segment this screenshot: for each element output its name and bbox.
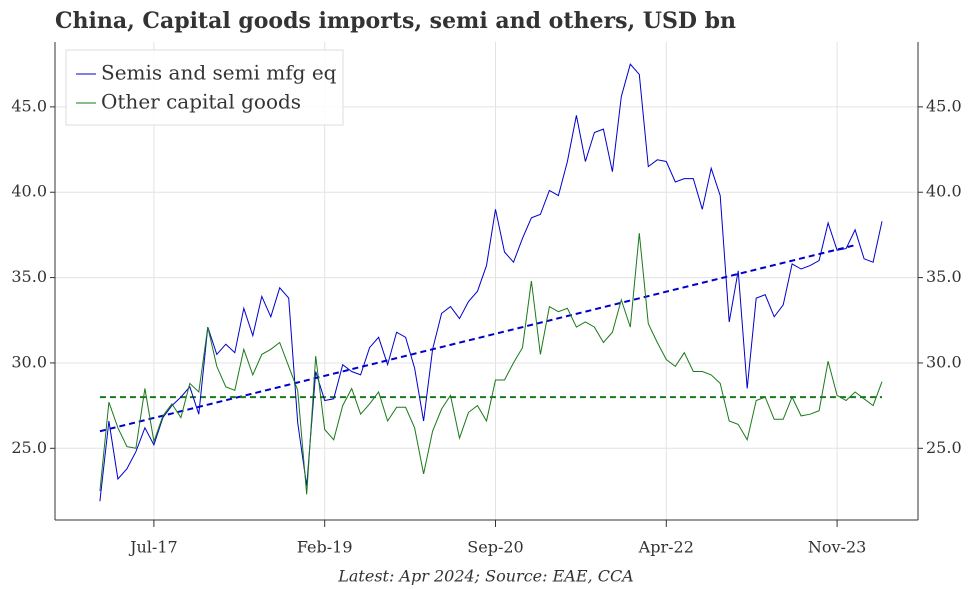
y-tick-label: 45.0 (11, 96, 47, 115)
data-line (99, 63, 883, 502)
chart-title: China, Capital goods imports, semi and o… (55, 8, 736, 34)
y2-tick-label: 45.0 (926, 96, 962, 115)
legend-box (65, 49, 344, 126)
y2-tick-label: 40.0 (926, 182, 962, 201)
x-tick-label: Apr-22 (638, 538, 694, 557)
legend-label: Semis and semi mfg eq (101, 61, 337, 85)
y2-tick-label: 30.0 (926, 352, 962, 371)
x-tick-label: Feb-19 (297, 538, 353, 557)
y-tick-label: 35.0 (11, 267, 47, 286)
x-tick-label: Nov-23 (808, 538, 866, 557)
y2-tick-label: 35.0 (926, 267, 962, 286)
legend-label: Other capital goods (101, 90, 301, 114)
data-line (99, 233, 883, 495)
trend-line (99, 244, 856, 433)
y-tick-label: 30.0 (11, 352, 47, 371)
x-tick-label: Jul-17 (128, 538, 178, 557)
x-tick-label: Sep-20 (467, 538, 523, 557)
source-note: Latest: Apr 2024; Source: EAE, CCA (337, 567, 633, 586)
y2-tick-label: 25.0 (926, 438, 962, 457)
y-tick-label: 25.0 (11, 438, 47, 457)
y-tick-label: 40.0 (11, 182, 47, 201)
